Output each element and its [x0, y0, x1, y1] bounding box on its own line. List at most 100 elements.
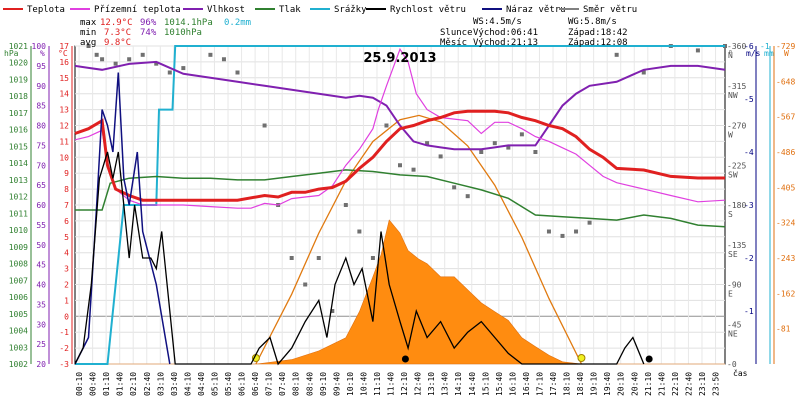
wind-direction-point	[411, 167, 416, 172]
tick-label-hpa: 1011	[9, 209, 28, 218]
x-tick-label: 18:40	[576, 372, 585, 396]
unit-w: W	[784, 49, 789, 58]
wind-direction-point	[303, 282, 308, 287]
tick-label-hpa: 1020	[9, 59, 28, 68]
unit-mm: mm	[764, 49, 774, 58]
wind-direction-point	[425, 141, 430, 146]
tick-label-humidity: 80	[36, 122, 46, 131]
x-tick-label: 10:40	[359, 372, 368, 396]
tick-label-temp: 15	[59, 74, 69, 83]
tick-label-wind-speed: -1	[744, 307, 754, 316]
tick-label-humidity: 45	[36, 261, 46, 270]
wind-direction-point	[519, 132, 524, 137]
tick-label-wind-dir: -135	[727, 241, 746, 250]
tick-label-humidity: 65	[36, 181, 46, 190]
x-tick-label: 21:10	[644, 372, 653, 396]
tick-label-hpa: 1017	[9, 109, 28, 118]
stat-max-rain: 0.2mm	[224, 18, 251, 28]
tick-label-temp: 1	[64, 296, 69, 305]
tick-label-humidity: 20	[36, 360, 46, 369]
x-tick-label: 07:40	[278, 372, 287, 396]
wind-direction-point	[140, 52, 145, 57]
tick-label-humidity: 100	[32, 42, 47, 51]
tick-label-solar: -162	[776, 289, 795, 298]
tick-label-hpa: 1013	[9, 176, 28, 185]
legend-label: Teplota	[27, 5, 65, 15]
tick-label-solar: -81	[776, 325, 791, 334]
tick-label-humidity: 55	[36, 221, 46, 230]
tick-label-humidity: 40	[36, 281, 46, 290]
tick-label-compass: W	[728, 131, 733, 140]
x-tick-label: 14:10	[454, 372, 463, 396]
wind-direction-point	[127, 57, 132, 62]
wind-direction-point	[398, 163, 402, 168]
tick-label-temp: 14	[59, 90, 69, 99]
series-n-raz-v-tru	[74, 72, 171, 365]
x-tick-label: 05:10	[210, 372, 219, 396]
sun-set: Západ:18:42	[568, 28, 628, 38]
wind-direction-point	[94, 52, 99, 57]
wind-direction-point	[357, 229, 362, 234]
tick-label-temp: -2	[59, 344, 69, 353]
x-tick-label: 14:40	[468, 372, 477, 396]
wind-direction-point	[289, 256, 294, 260]
tick-label-hpa: 1003	[9, 343, 28, 352]
tick-label-compass: S	[728, 210, 733, 219]
wind-direction-point	[208, 52, 213, 57]
x-tick-label: 15:40	[495, 372, 504, 396]
legend-label: Přízemní teplota	[94, 5, 181, 15]
tick-label-humidity: 85	[36, 102, 46, 111]
x-tick-label: 13:10	[427, 372, 436, 396]
x-tick-label: 05:40	[224, 372, 233, 396]
x-tick-label: 04:10	[183, 372, 192, 396]
wind-direction-point	[492, 141, 497, 146]
x-tick-label: 01:10	[102, 372, 111, 396]
wind-direction-point	[574, 229, 579, 234]
stat-min-label: min	[80, 28, 96, 38]
tick-label-hpa: 1014	[9, 159, 28, 168]
wind-direction-point	[181, 66, 186, 71]
series-tlak	[75, 169, 726, 228]
wind-direction-point	[262, 123, 267, 128]
tick-label-hpa: 1015	[9, 142, 28, 151]
tick-label-hpa: 1006	[9, 293, 28, 302]
x-tick-label: 16:10	[508, 372, 517, 396]
tick-label-wind-speed: -5	[744, 95, 754, 104]
x-tick-label: 10:10	[346, 372, 355, 396]
unit-pct: %	[40, 49, 45, 58]
tick-label-hpa: 1007	[9, 276, 28, 285]
x-tick-label: 20:10	[617, 372, 626, 396]
tick-label-humidity: 70	[36, 161, 46, 170]
wind-direction-point	[695, 48, 700, 53]
tick-label-humidity: 95	[36, 62, 46, 71]
tick-label-compass: NW	[728, 91, 738, 100]
x-tick-label: 23:50	[712, 372, 721, 396]
tick-label-hpa: 1019	[9, 75, 28, 84]
tick-label-temp: 16	[59, 58, 69, 67]
tick-label-wind-dir: -45	[727, 320, 742, 329]
tick-label-wind-speed: -2	[744, 254, 754, 263]
series-rychlost-v-tru	[74, 151, 645, 366]
stat-avg-label: avg	[80, 38, 96, 48]
tick-label-solar: -648	[776, 77, 795, 86]
wind-direction-point	[384, 123, 389, 128]
x-tick-label: 22:40	[684, 372, 693, 396]
tick-label-temp: 3	[64, 265, 69, 274]
tick-label-humidity: 50	[36, 241, 46, 250]
tick-label-temp: 17	[59, 42, 69, 51]
x-tick-label: 16:40	[522, 372, 531, 396]
tick-label-hpa: 1008	[9, 260, 28, 269]
stat-avg-temp: 9.8°C	[104, 38, 131, 48]
tick-label-humidity: 90	[36, 82, 46, 91]
x-tick-label: 08:40	[305, 372, 314, 396]
x-tick-label: 20:40	[630, 372, 639, 396]
wind-direction-point	[154, 61, 159, 66]
unit-deg: °	[728, 49, 733, 58]
wind-direction-point	[370, 256, 375, 260]
tick-label-temp: 2	[64, 281, 69, 290]
x-tick-label: 13:40	[441, 372, 450, 396]
wind-speed-stat: WS:4.5m/s	[473, 17, 522, 27]
legend-label: Vlhkost	[207, 5, 245, 15]
x-tick-label: 12:40	[414, 372, 423, 396]
legend-label: Rychlost větru	[390, 5, 466, 15]
